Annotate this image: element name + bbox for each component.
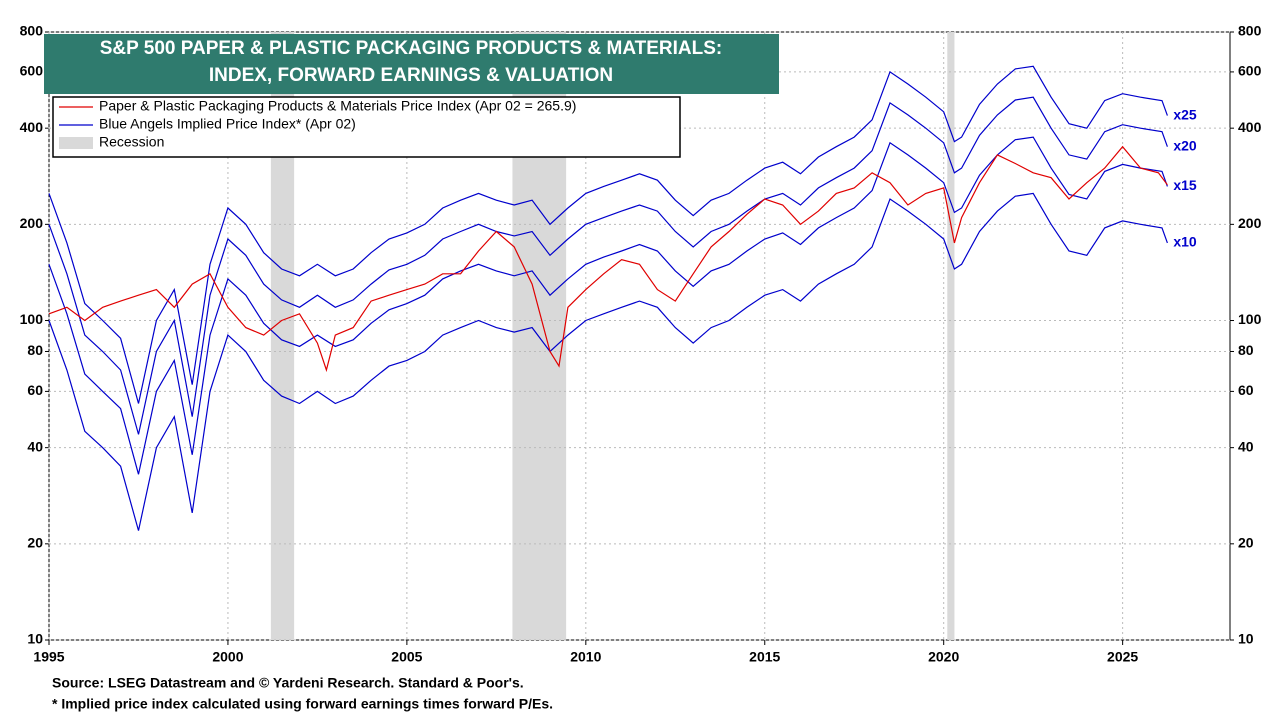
x-tick-label: 2020 <box>928 649 959 665</box>
footnote: * Implied price index calculated using f… <box>52 696 553 712</box>
y2-tick-label: 20 <box>1238 535 1254 551</box>
y-tick-label: 10 <box>27 631 43 647</box>
x-tick-label: 1995 <box>33 649 64 665</box>
x-tick-label: 2015 <box>749 649 780 665</box>
legend-box <box>52 96 681 158</box>
series-end-label: x25 <box>1173 106 1197 122</box>
y-tick-label: 200 <box>20 215 44 231</box>
x-tick-label: 2010 <box>570 649 601 665</box>
y-tick-label: 80 <box>27 342 43 358</box>
y2-tick-label: 10 <box>1238 631 1254 647</box>
series-end-label: x10 <box>1173 234 1197 250</box>
x-tick-label: 2005 <box>391 649 422 665</box>
series-end-label: x15 <box>1173 177 1197 193</box>
y-tick-label: 20 <box>27 535 43 551</box>
y-tick-label: 600 <box>20 63 44 79</box>
y2-tick-label: 60 <box>1238 382 1254 398</box>
x-tick-label: 2000 <box>212 649 243 665</box>
recession-band <box>947 32 955 640</box>
footnote: Source: LSEG Datastream and © Yardeni Re… <box>52 675 524 691</box>
legend-label: Paper & Plastic Packaging Products & Mat… <box>99 98 576 114</box>
chart-title: INDEX, FORWARD EARNINGS & VALUATION <box>209 65 613 86</box>
legend-label: Recession <box>99 134 164 150</box>
series-line <box>48 65 1168 404</box>
y2-tick-label: 800 <box>1238 23 1262 39</box>
legend-swatch <box>59 137 93 149</box>
series-line <box>48 96 1168 435</box>
series-end-label: x20 <box>1173 137 1197 153</box>
y2-tick-label: 200 <box>1238 215 1262 231</box>
y-tick-label: 60 <box>27 382 43 398</box>
x-tick-label: 2025 <box>1107 649 1138 665</box>
legend-label: Blue Angels Implied Price Index* (Apr 02… <box>99 116 356 132</box>
y2-tick-label: 80 <box>1238 342 1254 358</box>
y-tick-label: 40 <box>27 438 43 454</box>
y-tick-label: 100 <box>20 311 44 327</box>
y2-tick-label: 40 <box>1238 438 1254 454</box>
y2-tick-label: 600 <box>1238 63 1262 79</box>
chart-title: S&P 500 PAPER & PLASTIC PACKAGING PRODUC… <box>100 38 723 59</box>
series-line <box>48 192 1168 531</box>
recession-band <box>270 32 295 640</box>
title-box <box>44 34 779 94</box>
y2-tick-label: 400 <box>1238 119 1262 135</box>
y-tick-label: 400 <box>20 119 44 135</box>
y-tick-label: 800 <box>20 23 44 39</box>
series-line <box>48 145 1168 373</box>
y2-tick-label: 100 <box>1238 311 1262 327</box>
series-line <box>48 136 1168 475</box>
